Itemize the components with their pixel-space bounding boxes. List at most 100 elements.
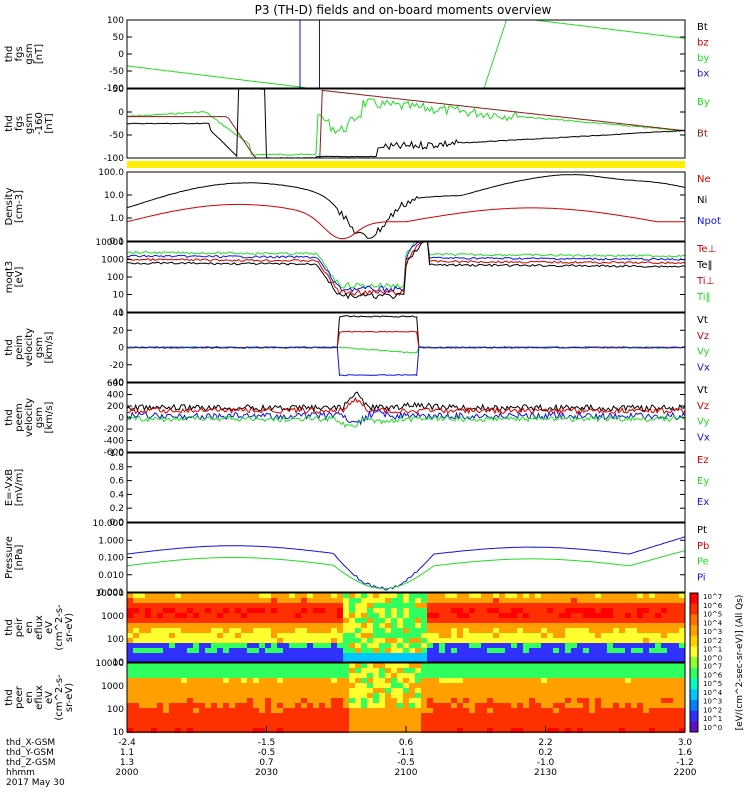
spectrogram-cell [397,688,403,693]
spectrogram-cell [145,598,151,603]
spectrogram-cell [181,668,187,673]
spectrogram-cell [541,618,547,623]
spectrogram-cell [313,603,319,608]
spectrogram-cell [523,693,529,698]
spectrogram-cell [343,618,349,623]
spectrogram-cell [673,593,679,598]
spectrogram-cell [679,718,685,723]
y-axis-label-line: fgs [14,116,25,131]
spectrogram-cell [511,698,517,703]
spectrogram-cell [181,603,187,608]
spectrogram-cell [193,678,199,683]
spectrogram-cell [643,598,649,603]
spectrogram-cell [535,598,541,603]
spectrogram-cell [331,633,337,638]
spectrogram-cell [565,668,571,673]
colorbar-tick-label: 10^4 [703,619,723,627]
spectrogram-cell [391,683,397,688]
spectrogram-cell [361,613,367,618]
spectrogram-cell [667,693,673,698]
spectrogram-cell [277,648,283,653]
spectrogram-cell [427,598,433,603]
spectrogram-cell [337,598,343,603]
spectrogram-cell [457,683,463,688]
spectrogram-cell [499,593,505,598]
spectrogram-cell [535,668,541,673]
spectrogram-cell [253,643,259,648]
spectrogram-cell [145,673,151,678]
spectrogram-cell [319,643,325,648]
spectrogram-cell [385,643,391,648]
spectrogram-cell [469,603,475,608]
spectrogram-cell [631,593,637,598]
spectrogram-cell [277,608,283,613]
spectrogram-cell [655,683,661,688]
spectrogram-cell [571,633,577,638]
spectrogram-cell [679,598,685,603]
spectrogram-cell [397,718,403,723]
y-axis-label-line: thd [4,339,15,356]
spectrogram-cell [679,708,685,713]
spectrogram-cell [643,723,649,728]
spectrogram-cell [337,728,343,733]
ephemeris-value: -1.2 [676,758,694,768]
spectrogram-cell [541,688,547,693]
spectrogram-cell [481,678,487,683]
spectrogram-cell [553,663,559,668]
spectrogram-cell [271,613,277,618]
spectrogram-cell [571,608,577,613]
spectrogram-cell [613,658,619,663]
spectrogram-cell [145,683,151,688]
spectrogram-cell [169,683,175,688]
y-axis-label-line: thd [4,409,15,426]
spectrogram-cell [229,643,235,648]
spectrogram-cell [247,668,253,673]
spectrogram-cell [595,638,601,643]
colorbar-segment [690,667,698,680]
spectrogram-cell [433,668,439,673]
spectrogram-cell [427,718,433,723]
spectrogram-cell [127,648,133,653]
spectrogram-cell [433,703,439,708]
spectrogram-cell [619,728,625,733]
colorbar-tick-label: 10^0 [703,655,722,663]
spectrogram-cell [217,723,223,728]
spectrogram-cell [319,678,325,683]
spectrogram-cell [229,613,235,618]
spectrogram-cell [445,723,451,728]
spectrogram-cell [403,653,409,658]
spectrogram-cell [151,728,157,733]
y-axis-label: Pressure [nPa] [4,536,25,579]
spectrogram-cell [151,713,157,718]
spectrogram-cell [163,653,169,658]
spectrogram-cell [529,608,535,613]
spectrogram-cell [391,603,397,608]
spectrogram-cell [607,698,613,703]
spectrogram-cell [205,683,211,688]
spectrogram-cell [391,593,397,598]
spectrogram-cell [625,618,631,623]
spectrogram-cell [133,623,139,628]
spectrogram-cell [463,673,469,678]
spectrogram-cell [553,618,559,623]
spectrogram-cell [487,603,493,608]
spectrogram-cell [505,663,511,668]
spectrogram-cell [427,723,433,728]
spectrogram-cell [145,713,151,718]
spectrogram-cell [535,698,541,703]
spectrogram-cell [565,673,571,678]
y-axis-label-line: gsm [34,407,45,428]
spectrogram-cell [223,688,229,693]
spectrogram-cell [529,683,535,688]
series-ni [126,173,686,239]
spectrogram-cell [619,613,625,618]
spectrogram-cell [415,603,421,608]
spectrogram-cell [313,658,319,663]
spectrogram-cell [475,728,481,733]
spectrogram-cell [133,673,139,678]
spectrogram-cell [379,643,385,648]
spectrogram-cell [175,623,181,628]
spectrogram-cell [463,598,469,603]
spectrogram-cell [223,703,229,708]
spectrogram-cell [367,593,373,598]
